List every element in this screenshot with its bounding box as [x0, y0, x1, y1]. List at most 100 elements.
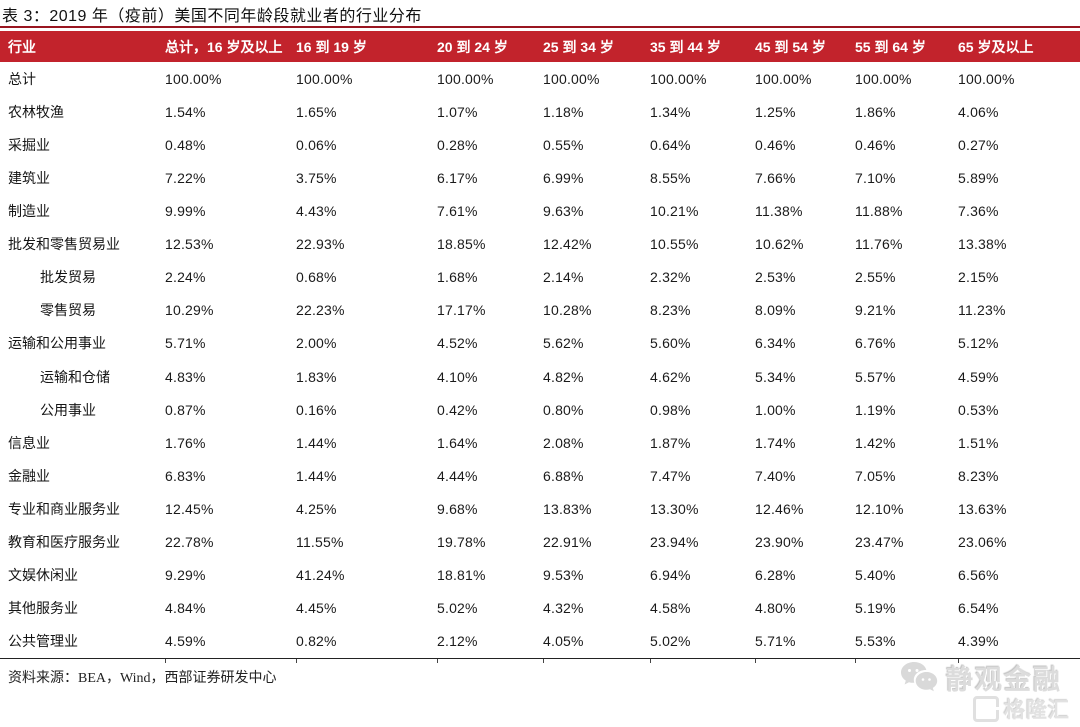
value-cell: 1.42% — [855, 434, 896, 451]
industry-name: 总计 — [8, 72, 36, 88]
column-header: 20 到 24 岁 — [437, 38, 508, 55]
value-cell: 4.05% — [543, 633, 584, 650]
value-cell: 9.68% — [437, 500, 478, 517]
value-cell: 5.40% — [855, 567, 896, 584]
table-row: 教育和医疗服务业 22.78% 11.55% 19.78% 22.91% 23.94% 23… — [0, 526, 1080, 559]
value-cell: 8.09% — [755, 302, 796, 319]
value-cell: 2.32% — [650, 269, 691, 286]
industry-name: 农林牧渔 — [8, 105, 64, 121]
table-row: 农林牧渔 1.54% 1.65% 1.07% 1.18% 1.34% 1.25% 1.86% 4… — [0, 95, 1080, 128]
value-cell: 5.02% — [650, 633, 691, 650]
table-row: 金融业 6.83% 1.44% 4.44% 6.88% 7.47% 7.40% 7.05% 8.… — [0, 459, 1080, 492]
tick-mark — [296, 659, 297, 663]
industry-name: 文娱休闲业 — [8, 569, 78, 585]
value-cell: 7.61% — [437, 202, 478, 219]
value-cell: 10.29% — [165, 302, 214, 319]
value-cell: 9.29% — [165, 567, 206, 584]
value-cell: 7.66% — [755, 169, 796, 186]
value-cell: 7.36% — [958, 202, 999, 219]
table-row: 公用事业 0.87% 0.16% 0.42% 0.80% 0.98% 1.00% 1.19% 0… — [0, 393, 1080, 426]
value-cell: 0.55% — [543, 136, 584, 153]
value-cell: 5.71% — [755, 633, 796, 650]
table-row: 零售贸易 10.29% 22.23% 17.17% 10.28% 8.23% 8.09% 9.… — [0, 294, 1080, 327]
value-cell: 6.76% — [855, 335, 896, 352]
value-cell: 13.38% — [958, 236, 1007, 253]
column-header: 行业 — [8, 38, 36, 55]
value-cell: 22.23% — [296, 302, 345, 319]
value-cell: 0.48% — [165, 136, 206, 153]
title-rule — [0, 26, 1080, 28]
value-cell: 12.45% — [165, 500, 214, 517]
table-row: 运输和仓储 4.83% 1.83% 4.10% 4.82% 4.62% 5.34% 5.57%… — [0, 360, 1080, 393]
value-cell: 4.32% — [543, 600, 584, 617]
value-cell: 4.10% — [437, 368, 478, 385]
value-cell: 1.64% — [437, 434, 478, 451]
value-cell: 5.12% — [958, 335, 999, 352]
value-cell: 4.80% — [755, 600, 796, 617]
industry-name: 运输和仓储 — [40, 370, 110, 386]
value-cell: 1.65% — [296, 103, 337, 120]
table-row: 公共管理业 4.59% 0.82% 2.12% 4.05% 5.02% 5.71% 5.53%… — [0, 625, 1080, 658]
tick-mark — [165, 659, 166, 663]
tick-mark — [958, 659, 959, 663]
value-cell: 5.62% — [543, 335, 584, 352]
value-cell: 4.58% — [650, 600, 691, 617]
value-cell: 1.07% — [437, 103, 478, 120]
value-cell: 5.53% — [855, 633, 896, 650]
column-header: 总计，16 岁及以上 — [165, 38, 283, 55]
value-cell: 6.17% — [437, 169, 478, 186]
value-cell: 6.94% — [650, 567, 691, 584]
value-cell: 0.87% — [165, 401, 206, 418]
value-cell: 22.78% — [165, 534, 214, 551]
value-cell: 0.42% — [437, 401, 478, 418]
value-cell: 17.17% — [437, 302, 486, 319]
value-cell: 1.74% — [755, 434, 796, 451]
value-cell: 2.55% — [855, 269, 896, 286]
value-cell: 1.86% — [855, 103, 896, 120]
table-row: 采掘业 0.48% 0.06% 0.28% 0.55% 0.64% 0.46% 0.46% 0.… — [0, 128, 1080, 161]
value-cell: 3.75% — [296, 169, 337, 186]
industry-name: 教育和医疗服务业 — [8, 536, 120, 552]
value-cell: 4.62% — [650, 368, 691, 385]
industry-name: 零售贸易 — [40, 304, 96, 320]
value-cell: 2.12% — [437, 633, 478, 650]
value-cell: 2.14% — [543, 269, 584, 286]
table-row: 总计 100.00% 100.00% 100.00% 100.00% 100.00% 100… — [0, 62, 1080, 95]
table-row: 运输和公用事业 5.71% 2.00% 4.52% 5.62% 5.60% 6.34% 6.7… — [0, 327, 1080, 360]
value-cell: 23.90% — [755, 534, 804, 551]
value-cell: 1.34% — [650, 103, 691, 120]
value-cell: 6.28% — [755, 567, 796, 584]
industry-name: 建筑业 — [8, 171, 50, 187]
table-row: 建筑业 7.22% 3.75% 6.17% 6.99% 8.55% 7.66% 7.10% 5.… — [0, 161, 1080, 194]
industry-name: 其他服务业 — [8, 602, 78, 618]
value-cell: 8.23% — [650, 302, 691, 319]
value-cell: 8.55% — [650, 169, 691, 186]
value-cell: 4.44% — [437, 467, 478, 484]
table-row: 其他服务业 4.84% 4.45% 5.02% 4.32% 4.58% 4.80% 5.19%… — [0, 592, 1080, 625]
value-cell: 0.80% — [543, 401, 584, 418]
value-cell: 6.56% — [958, 567, 999, 584]
value-cell: 18.81% — [437, 567, 486, 584]
value-cell: 0.27% — [958, 136, 999, 153]
value-cell: 23.06% — [958, 534, 1007, 551]
industry-name: 制造业 — [8, 204, 50, 220]
value-cell: 1.83% — [296, 368, 337, 385]
gelonghui-logo-icon — [973, 696, 999, 722]
value-cell: 1.44% — [296, 434, 337, 451]
value-cell: 1.68% — [437, 269, 478, 286]
table-body: 总计 100.00% 100.00% 100.00% 100.00% 100.00% 100… — [0, 62, 1080, 658]
value-cell: 5.34% — [755, 368, 796, 385]
value-cell: 6.88% — [543, 467, 584, 484]
value-cell: 1.25% — [755, 103, 796, 120]
column-header: 25 到 34 岁 — [543, 38, 614, 55]
value-cell: 9.53% — [543, 567, 584, 584]
column-header: 45 到 54 岁 — [755, 38, 826, 55]
value-cell: 1.44% — [296, 467, 337, 484]
value-cell: 5.57% — [855, 368, 896, 385]
table-header-row: 行业 总计，16 岁及以上 16 到 19 岁 20 到 24 岁 25 到 34 岁 3… — [0, 31, 1080, 62]
value-cell: 22.93% — [296, 236, 345, 253]
value-cell: 12.42% — [543, 236, 592, 253]
wechat-icon — [901, 661, 938, 691]
table-row: 批发和零售贸易业 12.53% 22.93% 18.85% 12.42% 10.55% 10… — [0, 228, 1080, 261]
tick-mark — [855, 659, 856, 663]
